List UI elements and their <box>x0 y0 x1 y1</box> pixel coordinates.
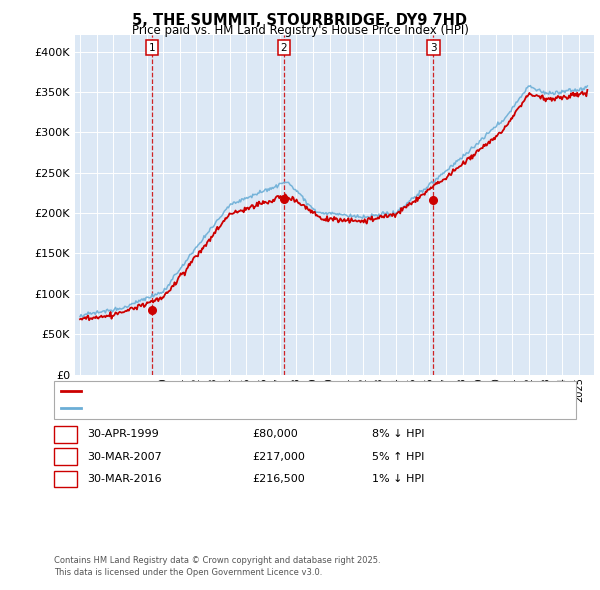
Text: £216,500: £216,500 <box>252 474 305 484</box>
Text: Contains HM Land Registry data © Crown copyright and database right 2025.
This d: Contains HM Land Registry data © Crown c… <box>54 556 380 577</box>
Text: 3: 3 <box>62 474 69 484</box>
Text: £217,000: £217,000 <box>252 452 305 461</box>
Text: 5, THE SUMMIT, STOURBRIDGE, DY9 7HD (detached house): 5, THE SUMMIT, STOURBRIDGE, DY9 7HD (det… <box>85 386 393 396</box>
Text: £80,000: £80,000 <box>252 430 298 439</box>
Text: 30-APR-1999: 30-APR-1999 <box>87 430 159 439</box>
Text: 2: 2 <box>280 42 287 53</box>
Text: 30-MAR-2007: 30-MAR-2007 <box>87 452 162 461</box>
Text: 2: 2 <box>62 452 69 461</box>
Text: HPI: Average price, detached house, Dudley: HPI: Average price, detached house, Dudl… <box>85 403 315 413</box>
Text: 5% ↑ HPI: 5% ↑ HPI <box>372 452 424 461</box>
Text: 1: 1 <box>149 42 155 53</box>
Text: Price paid vs. HM Land Registry's House Price Index (HPI): Price paid vs. HM Land Registry's House … <box>131 24 469 37</box>
Text: 5, THE SUMMIT, STOURBRIDGE, DY9 7HD: 5, THE SUMMIT, STOURBRIDGE, DY9 7HD <box>133 13 467 28</box>
Text: 3: 3 <box>430 42 437 53</box>
Text: 30-MAR-2016: 30-MAR-2016 <box>87 474 161 484</box>
Text: 1: 1 <box>62 430 69 439</box>
Text: 8% ↓ HPI: 8% ↓ HPI <box>372 430 425 439</box>
Text: 1% ↓ HPI: 1% ↓ HPI <box>372 474 424 484</box>
